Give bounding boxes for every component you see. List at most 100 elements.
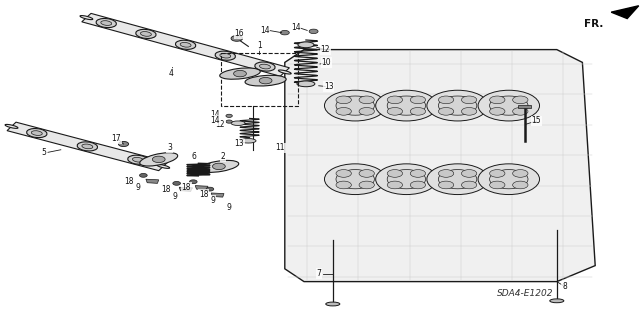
Circle shape xyxy=(336,170,374,189)
Text: 10: 10 xyxy=(321,58,332,67)
Ellipse shape xyxy=(215,51,236,60)
Text: 18: 18 xyxy=(161,185,170,194)
Circle shape xyxy=(410,170,426,177)
Circle shape xyxy=(336,96,351,104)
Circle shape xyxy=(410,181,426,189)
Text: 9: 9 xyxy=(226,204,231,212)
Circle shape xyxy=(336,108,351,115)
Circle shape xyxy=(490,96,505,104)
Ellipse shape xyxy=(96,19,116,28)
Circle shape xyxy=(387,96,426,115)
Polygon shape xyxy=(146,179,159,183)
Text: SDA4-E1202: SDA4-E1202 xyxy=(497,289,553,298)
Polygon shape xyxy=(611,6,639,19)
Polygon shape xyxy=(285,50,595,282)
Circle shape xyxy=(438,170,454,177)
Circle shape xyxy=(490,170,528,189)
Circle shape xyxy=(324,164,386,195)
Ellipse shape xyxy=(298,42,314,48)
Text: 17: 17 xyxy=(111,134,122,143)
Circle shape xyxy=(359,181,374,189)
Circle shape xyxy=(461,108,477,115)
Circle shape xyxy=(387,170,426,189)
Text: 9: 9 xyxy=(173,192,178,201)
Circle shape xyxy=(461,96,477,104)
Ellipse shape xyxy=(255,62,275,71)
Ellipse shape xyxy=(259,64,271,69)
Circle shape xyxy=(438,170,477,189)
Ellipse shape xyxy=(245,75,286,86)
Circle shape xyxy=(206,187,214,191)
Circle shape xyxy=(490,170,505,177)
Circle shape xyxy=(189,180,197,184)
Text: 14: 14 xyxy=(291,23,301,32)
Circle shape xyxy=(259,77,272,84)
Bar xyxy=(518,105,531,108)
Text: 4: 4 xyxy=(169,69,174,78)
Text: 12: 12 xyxy=(216,120,225,129)
Polygon shape xyxy=(195,186,208,190)
Ellipse shape xyxy=(132,157,143,162)
Text: 14: 14 xyxy=(210,110,220,119)
Text: 8: 8 xyxy=(562,282,567,291)
Circle shape xyxy=(438,96,477,115)
Circle shape xyxy=(478,90,540,121)
Circle shape xyxy=(513,170,528,177)
Ellipse shape xyxy=(27,129,47,138)
Circle shape xyxy=(140,173,147,177)
Text: 13: 13 xyxy=(324,82,334,91)
Circle shape xyxy=(387,96,403,104)
Circle shape xyxy=(513,96,528,104)
Ellipse shape xyxy=(140,153,178,166)
Text: 7: 7 xyxy=(316,269,321,278)
Circle shape xyxy=(438,181,454,189)
Ellipse shape xyxy=(80,16,93,20)
Text: 14: 14 xyxy=(210,116,220,125)
Circle shape xyxy=(376,164,437,195)
Circle shape xyxy=(359,96,374,104)
Circle shape xyxy=(478,164,540,195)
Circle shape xyxy=(309,29,318,34)
Circle shape xyxy=(387,170,403,177)
Ellipse shape xyxy=(100,21,112,25)
Text: 12: 12 xyxy=(321,45,330,54)
Text: 3: 3 xyxy=(167,143,172,152)
Circle shape xyxy=(438,108,454,115)
Circle shape xyxy=(173,181,180,185)
Text: 9: 9 xyxy=(136,183,141,192)
Polygon shape xyxy=(82,13,289,76)
Circle shape xyxy=(212,163,225,170)
Polygon shape xyxy=(179,187,192,191)
Circle shape xyxy=(513,108,528,115)
Polygon shape xyxy=(7,122,168,171)
Circle shape xyxy=(387,108,403,115)
Text: 6: 6 xyxy=(191,152,196,161)
Text: 9: 9 xyxy=(210,196,215,205)
Polygon shape xyxy=(211,193,224,197)
Circle shape xyxy=(280,30,289,35)
Circle shape xyxy=(461,170,477,177)
Circle shape xyxy=(438,96,454,104)
Text: 1: 1 xyxy=(257,41,262,50)
Ellipse shape xyxy=(136,29,156,38)
Circle shape xyxy=(231,36,243,41)
Text: 14: 14 xyxy=(260,26,270,35)
Text: 18: 18 xyxy=(125,177,134,186)
Circle shape xyxy=(118,141,129,147)
Ellipse shape xyxy=(82,144,93,149)
Circle shape xyxy=(410,108,426,115)
Ellipse shape xyxy=(31,131,42,135)
Circle shape xyxy=(226,114,232,117)
Circle shape xyxy=(461,181,477,189)
Ellipse shape xyxy=(175,40,196,49)
Ellipse shape xyxy=(241,139,256,143)
Ellipse shape xyxy=(77,142,97,151)
Circle shape xyxy=(336,96,374,115)
Circle shape xyxy=(427,164,488,195)
Bar xyxy=(221,53,298,106)
Ellipse shape xyxy=(220,68,260,79)
Ellipse shape xyxy=(550,299,564,303)
Ellipse shape xyxy=(5,124,18,128)
Ellipse shape xyxy=(297,81,315,87)
Circle shape xyxy=(336,181,351,189)
